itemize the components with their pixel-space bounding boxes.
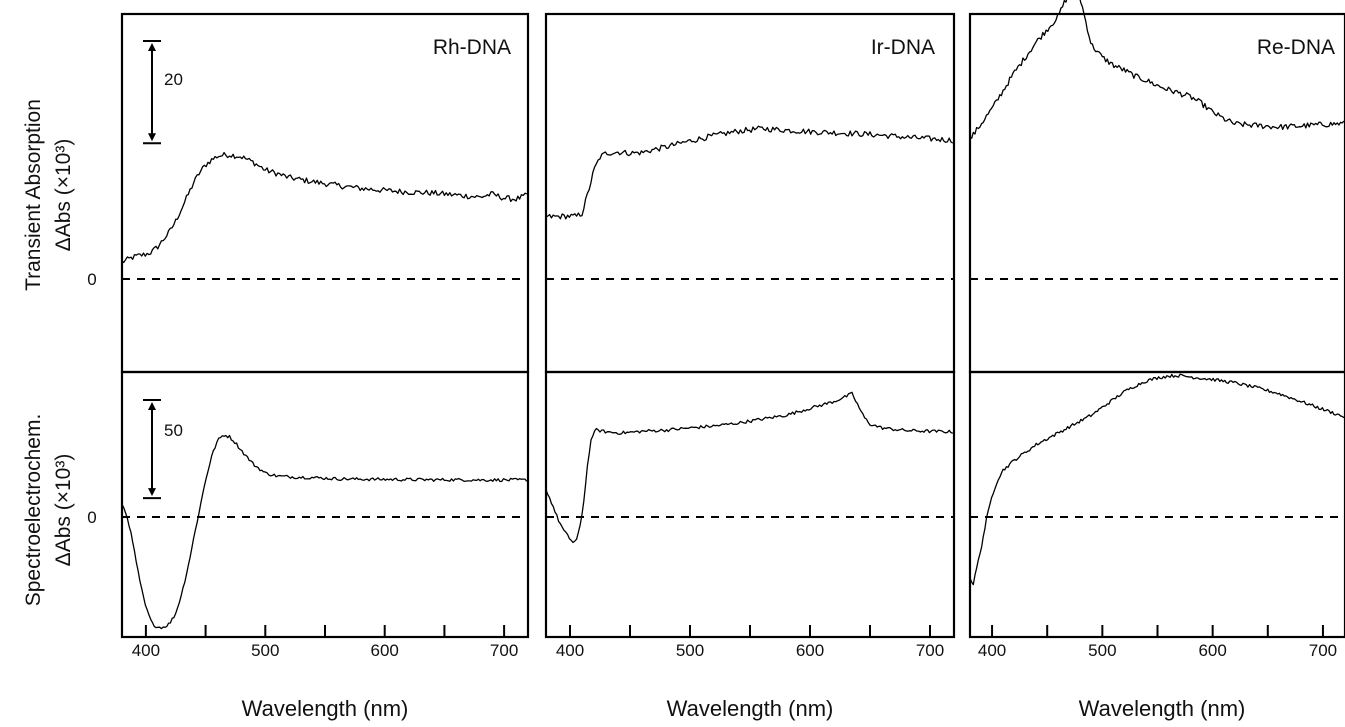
se-scale-bar-arrow-down bbox=[148, 488, 156, 497]
ta-frame-ir bbox=[544, 12, 956, 374]
x-tick-label-rh-400: 400 bbox=[132, 641, 160, 660]
x-tick-label-re-500: 500 bbox=[1088, 641, 1116, 660]
se-frame-rh bbox=[120, 370, 530, 639]
xlabel-ir: Wavelength (nm) bbox=[667, 696, 834, 721]
x-tick-label-rh-600: 600 bbox=[371, 641, 399, 660]
x-tick-label-ir-500: 500 bbox=[676, 641, 704, 660]
ta-scale-bar-arrow-up bbox=[148, 43, 156, 51]
x-tick-label-re-400: 400 bbox=[978, 641, 1006, 660]
ta-frame-rh bbox=[120, 12, 530, 374]
ta-frame-re bbox=[968, 12, 1345, 374]
x-tick-label-ir-400: 400 bbox=[556, 641, 584, 660]
series-se-re-dna bbox=[969, 373, 1345, 586]
plot-area: 400 500 600 700 400 500 600 700 400 500 600 700 bbox=[120, 0, 1345, 660]
x-tick-label-ir-700: 700 bbox=[916, 641, 944, 660]
se-zero-label: 0 bbox=[87, 508, 96, 527]
panel-title-rh: Rh-DNA bbox=[433, 36, 511, 59]
se-frame-re bbox=[968, 370, 1345, 639]
x-tick-label-re-700: 700 bbox=[1309, 641, 1337, 660]
panel-title-ir: Ir-DNA bbox=[871, 36, 935, 59]
x-tick-label-rh-700: 700 bbox=[490, 641, 518, 660]
series-ta-ir-dna bbox=[545, 125, 954, 220]
series-se-ir-dna bbox=[545, 391, 954, 544]
panel-title-re: Re-DNA bbox=[1257, 36, 1335, 59]
xlabel-rh: Wavelength (nm) bbox=[242, 696, 409, 721]
se-scale-bar-arrow-up bbox=[148, 402, 156, 410]
series-ta-rh-dna bbox=[121, 151, 527, 264]
xlabel-re: Wavelength (nm) bbox=[1079, 696, 1246, 721]
x-tick-label-re-600: 600 bbox=[1198, 641, 1226, 660]
se-frame-ir bbox=[544, 370, 956, 639]
x-tick-label-rh-500: 500 bbox=[251, 641, 279, 660]
se-ylabel-line2: ΔAbs (×10³) bbox=[52, 454, 75, 567]
ta-ylabel-line1: Transient Absorption bbox=[22, 99, 45, 291]
ta-zero-label: 0 bbox=[87, 270, 96, 289]
x-tick-label-ir-600: 600 bbox=[796, 641, 824, 660]
ta-scale-bar-arrow-down bbox=[148, 133, 156, 142]
series-ta-re-dna bbox=[969, 0, 1345, 139]
series-se-rh-dna bbox=[121, 434, 528, 630]
se-ylabel-line1: Spectroelectrochem. bbox=[22, 414, 45, 607]
ta-ylabel-line2: ΔAbs (×10³) bbox=[52, 139, 75, 252]
ta-scale-bar-label: 20 bbox=[164, 70, 183, 89]
se-scale-bar-label: 50 bbox=[164, 421, 183, 440]
